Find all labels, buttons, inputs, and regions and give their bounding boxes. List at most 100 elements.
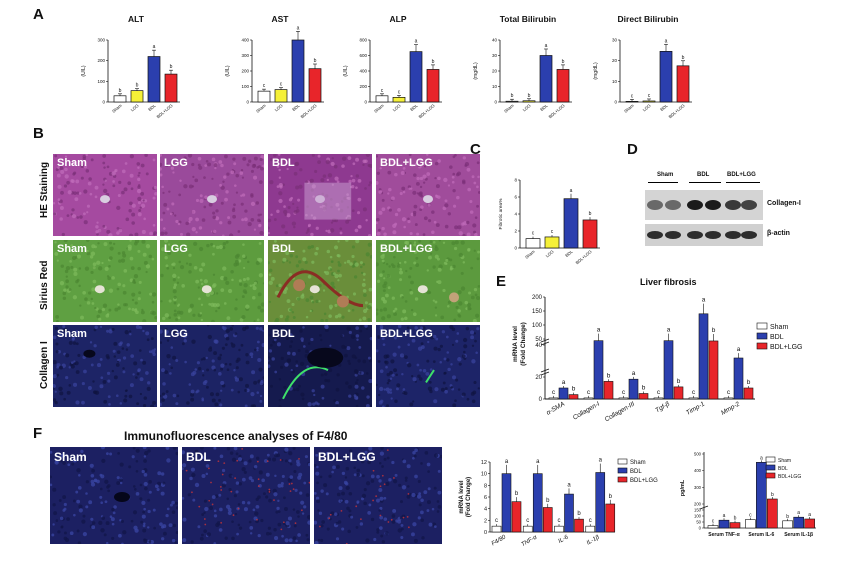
- texture-dot: [337, 260, 341, 264]
- texture-dot: [246, 277, 250, 281]
- texture-dot: [412, 400, 415, 403]
- texture-dot: [116, 350, 121, 354]
- texture-dot: [258, 223, 262, 228]
- texture-dot: [236, 357, 241, 362]
- texture-dot: [367, 242, 372, 247]
- texture-dot: [394, 222, 398, 226]
- texture-dot: [427, 203, 431, 207]
- texture-dot: [387, 286, 391, 290]
- bar: [574, 518, 584, 533]
- texture-dot: [446, 358, 450, 362]
- texture-dot: [231, 325, 235, 327]
- texture-dot: [115, 363, 120, 367]
- texture-dot: [307, 402, 312, 407]
- texture-dot: [94, 195, 98, 199]
- texture-dot: [96, 314, 101, 319]
- texture-dot: [315, 496, 320, 501]
- texture-dot: [324, 378, 328, 383]
- texture-dot: [98, 266, 103, 271]
- texture-dot: [302, 257, 307, 262]
- texture-dot: [65, 285, 69, 289]
- texture-dot: [203, 511, 206, 515]
- texture-dot: [425, 371, 430, 376]
- texture-dot: [191, 162, 195, 167]
- x-tick-label: TNF-α: [520, 534, 538, 548]
- texture-dot: [174, 541, 178, 544]
- texture-dot: [367, 319, 371, 322]
- texture-dot: [247, 221, 252, 227]
- wb-band: [725, 200, 741, 210]
- texture-dot: [307, 342, 311, 345]
- texture-dot: [412, 456, 415, 460]
- texture-dot: [160, 472, 165, 476]
- texture-dot: [339, 231, 343, 235]
- texture-dot: [77, 541, 82, 544]
- bar: [501, 473, 512, 533]
- texture-dot: [145, 270, 148, 274]
- texture-dot: [149, 404, 155, 407]
- texture-dot: [211, 495, 216, 499]
- texture-dot: [365, 538, 370, 543]
- texture-dot: [257, 533, 261, 538]
- texture-dot: [359, 325, 363, 328]
- texture-dot: [365, 481, 371, 486]
- texture-dot: [135, 325, 140, 329]
- texture-dot: [113, 505, 117, 509]
- x-tick-label: Sham: [111, 103, 123, 114]
- texture-dot: [357, 197, 362, 202]
- texture-dot: [401, 217, 407, 222]
- texture-dot: [352, 292, 357, 296]
- f480-signal: [268, 488, 271, 491]
- texture-dot: [182, 450, 186, 455]
- texture-dot: [132, 278, 136, 282]
- f480-signal: [292, 488, 295, 491]
- texture-dot: [408, 492, 412, 496]
- texture-dot: [191, 209, 196, 214]
- texture-dot: [419, 158, 423, 162]
- texture-dot: [231, 208, 236, 213]
- texture-dot: [412, 522, 417, 527]
- texture-dot: [206, 532, 212, 537]
- sig-letter: b: [119, 88, 122, 94]
- texture-dot: [172, 278, 176, 282]
- texture-dot: [54, 390, 57, 393]
- texture-dot: [434, 246, 439, 252]
- texture-dot: [382, 270, 385, 273]
- texture-dot: [378, 479, 382, 483]
- texture-dot: [65, 353, 70, 358]
- texture-dot: [403, 260, 407, 264]
- texture-dot: [130, 266, 135, 271]
- texture-dot: [388, 187, 392, 192]
- texture-dot: [131, 307, 135, 312]
- texture-dot: [384, 360, 387, 364]
- texture-dot: [55, 168, 59, 172]
- micrograph-texture: [182, 447, 310, 544]
- texture-dot: [50, 475, 53, 479]
- texture-dot: [85, 480, 89, 484]
- texture-dot: [88, 177, 92, 181]
- texture-dot: [258, 258, 263, 263]
- texture-dot: [54, 241, 57, 244]
- f480-signal: [318, 525, 321, 528]
- texture-dot: [444, 203, 449, 208]
- f480-signal: [241, 447, 244, 450]
- f480-signal: [280, 528, 283, 531]
- y-axis-label: mRNA level: [512, 326, 519, 362]
- bar: [793, 516, 804, 529]
- texture-dot: [470, 266, 474, 270]
- texture-dot: [131, 203, 136, 208]
- texture-dot: [73, 271, 78, 276]
- texture-dot: [56, 373, 60, 377]
- texture-dot: [319, 475, 323, 479]
- texture-dot: [301, 397, 305, 401]
- texture-dot: [256, 391, 260, 394]
- texture-dot: [122, 284, 126, 288]
- texture-dot: [201, 262, 206, 267]
- texture-dot: [443, 177, 448, 183]
- texture-dot: [302, 249, 306, 253]
- texture-dot: [141, 240, 146, 244]
- texture-dot: [338, 273, 342, 278]
- texture-dot: [399, 516, 403, 520]
- texture-dot: [354, 228, 359, 233]
- texture-dot: [194, 482, 200, 488]
